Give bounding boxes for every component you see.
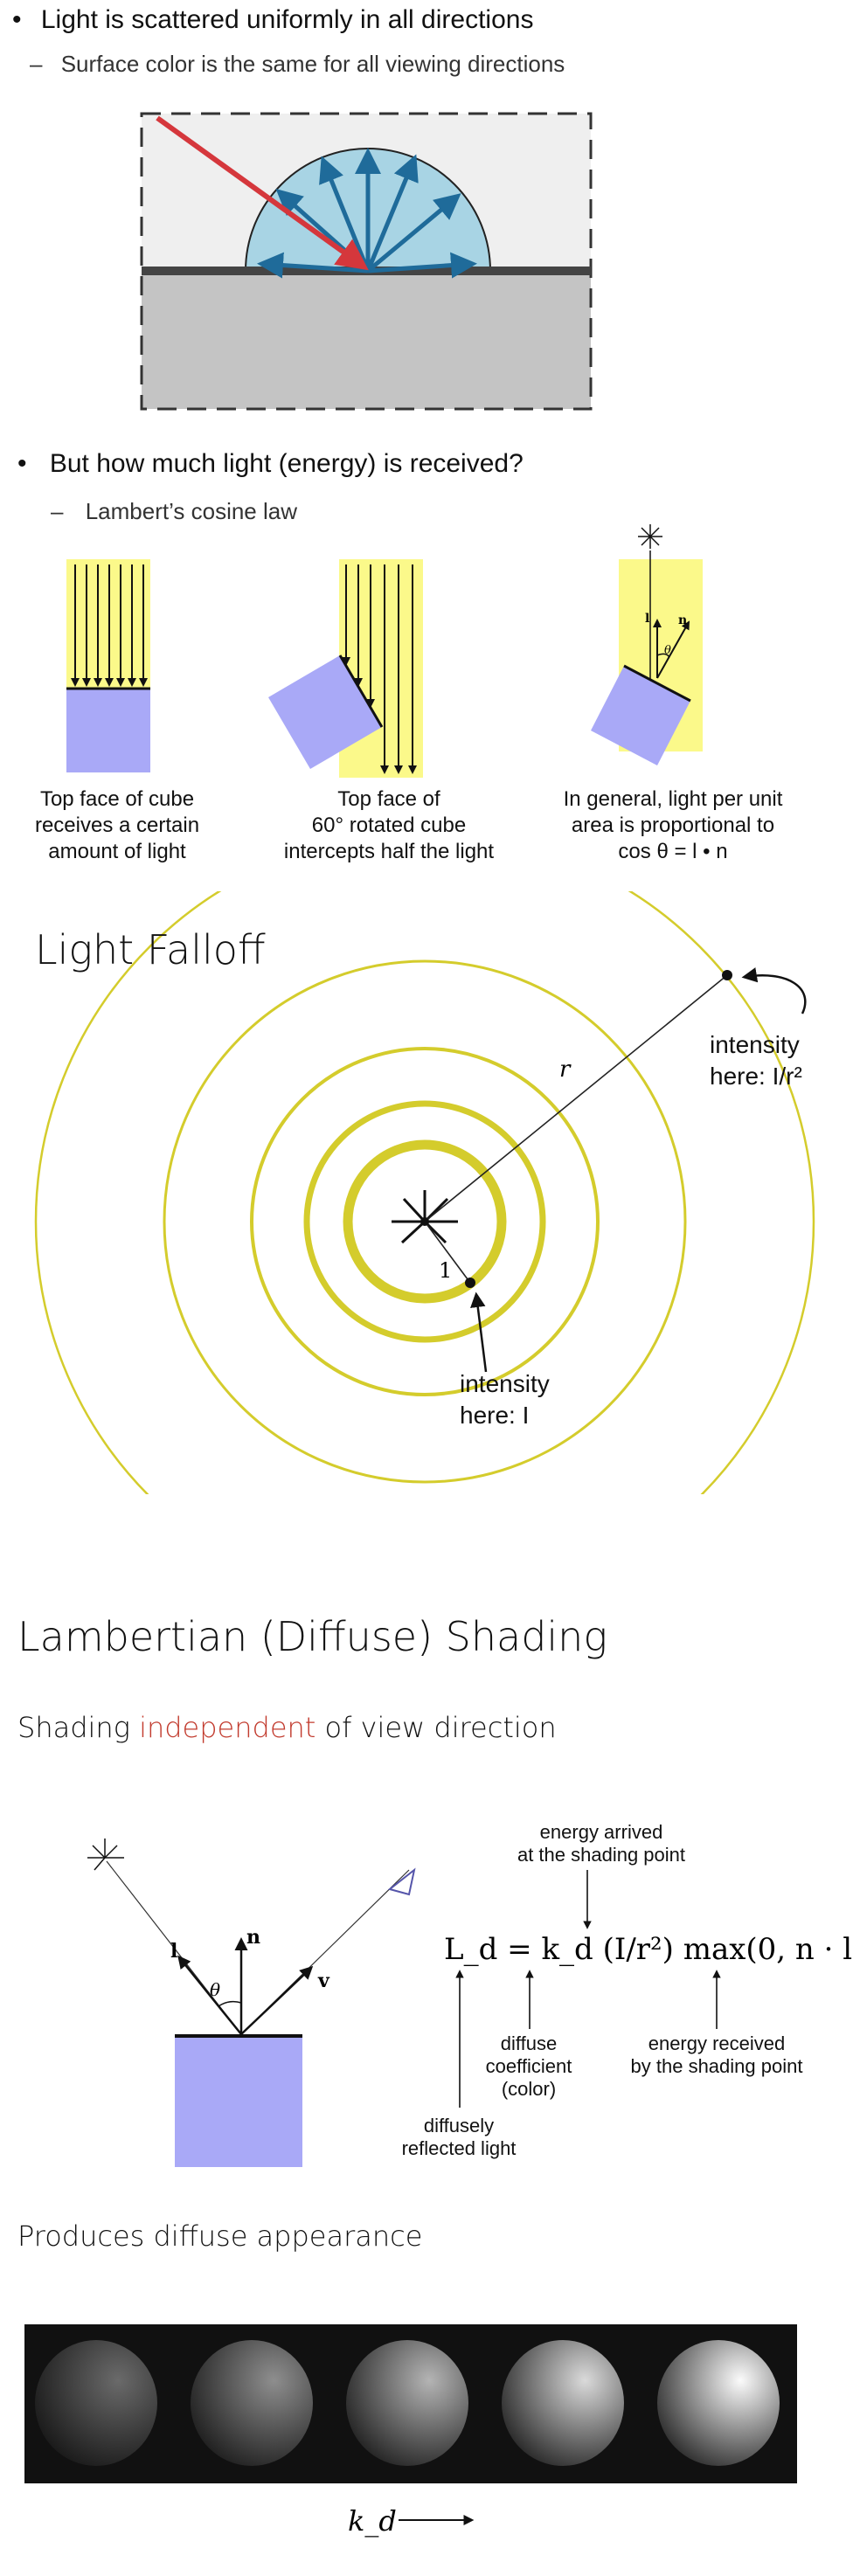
caption-general: In general, light per unit area is propo… bbox=[533, 786, 813, 865]
caption-flat-cube: Top face of cube receives a certain amou… bbox=[12, 786, 222, 865]
outer-arrow bbox=[741, 967, 807, 1014]
annotation-energy-arrived: energy arrived at the shading point bbox=[479, 1821, 724, 1866]
diagram-frame bbox=[140, 112, 593, 411]
label-line: intensity bbox=[710, 1031, 800, 1058]
label-v: v bbox=[317, 1970, 330, 1992]
annotation-line: reflected light bbox=[401, 2137, 517, 2159]
sphere-kd-3 bbox=[346, 2340, 468, 2466]
sphere-row bbox=[35, 2340, 780, 2466]
dash-mark: – bbox=[51, 498, 64, 524]
caption-line: amount of light bbox=[48, 840, 186, 863]
produces-diffuse-text: Produces diffuse appearance bbox=[17, 2219, 423, 2253]
bullet-uniform-scatter: • Light is scattered uniformly in all di… bbox=[12, 5, 533, 35]
cube-rotated-diagram bbox=[268, 559, 423, 778]
annotation-energy-received: energy received by the shading point bbox=[603, 2032, 830, 2078]
label-line: intensity bbox=[460, 1370, 550, 1397]
surface-region bbox=[142, 271, 591, 409]
caption-line: area is proportional to bbox=[571, 814, 775, 837]
subtitle-pre: Shading bbox=[17, 1711, 140, 1744]
sub-bullet-lambert: – Lambert’s cosine law bbox=[51, 498, 297, 525]
light-falloff-diagram: r 1 bbox=[34, 891, 815, 1494]
surface-block bbox=[175, 2036, 302, 2167]
label-one: 1 bbox=[439, 1258, 452, 1283]
annotation-line: coefficient bbox=[485, 2055, 572, 2077]
annotation-line: diffusely bbox=[423, 2115, 495, 2136]
annotation-line: (color) bbox=[501, 2078, 557, 2100]
annotation-reflected: diffusely reflected light bbox=[376, 2115, 542, 2160]
light-source-icon bbox=[87, 1839, 124, 1871]
caption-line: Top face of bbox=[337, 787, 440, 811]
inner-arrow bbox=[470, 1291, 488, 1373]
annotation-line: energy arrived bbox=[539, 1821, 663, 1843]
cube-general-diagram bbox=[591, 524, 703, 765]
cube-flat-diagram bbox=[66, 559, 150, 772]
bullet-mark: • bbox=[17, 449, 27, 478]
sub-bullet-text: Lambert’s cosine law bbox=[85, 498, 298, 524]
sub-bullet-surface-color: – Surface color is the same for all view… bbox=[30, 51, 565, 78]
label-l: l bbox=[170, 1940, 177, 1963]
caption-line: Top face of cube bbox=[39, 787, 195, 811]
bullet-mark: • bbox=[12, 5, 22, 34]
hemisphere-diagram bbox=[140, 112, 593, 411]
incident-ray bbox=[156, 115, 369, 271]
label-line: here: I bbox=[460, 1402, 530, 1429]
caption-line: In general, light per unit bbox=[563, 787, 783, 811]
dash-mark: – bbox=[30, 51, 43, 77]
falloff-title: Light Falloff bbox=[35, 926, 266, 973]
caption-line: intercepts half the light bbox=[283, 840, 495, 863]
annotation-line: by the shading point bbox=[630, 2055, 803, 2077]
label-n: n bbox=[246, 1926, 260, 1949]
sub-bullet-text: Surface color is the same for all viewin… bbox=[60, 51, 565, 77]
annotation-line: diffuse bbox=[500, 2032, 558, 2054]
label-theta: θ bbox=[210, 1979, 220, 2000]
unit-line bbox=[424, 1221, 471, 1284]
label-theta: θ bbox=[664, 644, 671, 657]
diffuse-equation: L_d = k_d (I/r²) max(0, n · l) bbox=[444, 1932, 853, 1967]
annotation-line: energy received bbox=[648, 2032, 786, 2054]
outer-point bbox=[722, 970, 732, 980]
label-l: l bbox=[645, 612, 649, 626]
inner-intensity-label: intensity here: I bbox=[460, 1368, 550, 1431]
kd-label: k_d bbox=[348, 2504, 397, 2538]
label-r: r bbox=[559, 1056, 572, 1083]
subtitle-post: of view direction bbox=[316, 1711, 557, 1744]
sphere-kd-5 bbox=[657, 2340, 780, 2466]
diffuse-spheres-figure: k_d bbox=[24, 2324, 797, 2538]
falloff-rings bbox=[34, 891, 815, 1494]
label-line: here: I/r² bbox=[710, 1063, 802, 1090]
lambertian-subtitle: Shading independent of view direction bbox=[17, 1711, 557, 1744]
annotation-line: at the shading point bbox=[517, 1844, 686, 1866]
lambert-cosine-diagrams: l n θ bbox=[66, 524, 703, 778]
inner-point bbox=[465, 1278, 475, 1288]
outer-intensity-label: intensity here: I/r² bbox=[710, 1029, 802, 1092]
eye-icon bbox=[387, 1867, 416, 1896]
vector-l bbox=[177, 1955, 242, 2035]
lambertian-diagram: l n v θ L_d = k_d (I/r²) max(0, n · l) bbox=[87, 1839, 853, 2167]
caption-line: receives a certain bbox=[34, 814, 200, 837]
radius-line bbox=[424, 974, 728, 1222]
light-source-icon bbox=[392, 1190, 458, 1244]
caption-rotated-cube: Top face of 60° rotated cube intercepts … bbox=[262, 786, 516, 865]
light-source-icon bbox=[638, 524, 662, 549]
caption-line: 60° rotated cube bbox=[311, 814, 467, 837]
bullet-text: Light is scattered uniformly in all dire… bbox=[40, 5, 534, 34]
caption-line: cos θ = l • n bbox=[618, 840, 728, 863]
subtitle-highlight: independent bbox=[139, 1711, 316, 1744]
sphere-kd-1 bbox=[35, 2340, 157, 2466]
label-n: n bbox=[678, 613, 687, 627]
bullet-how-much-light: • But how much light (energy) is receive… bbox=[17, 449, 524, 479]
lambertian-title: Lambertian (Diffuse) Shading bbox=[17, 1613, 607, 1660]
vector-v bbox=[240, 1965, 314, 2035]
sphere-kd-4 bbox=[502, 2340, 624, 2466]
annotation-lines bbox=[455, 1870, 721, 2108]
annotation-diffuse-coefficient: diffuse coefficient (color) bbox=[463, 2032, 594, 2101]
sphere-kd-2 bbox=[191, 2340, 313, 2466]
bullet-text: But how much light (energy) is received? bbox=[49, 449, 524, 478]
